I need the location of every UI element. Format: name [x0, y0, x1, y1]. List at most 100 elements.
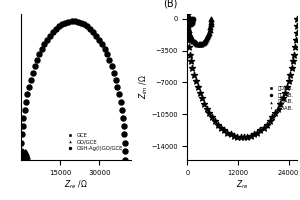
Point [19, 168, 23, 171]
Point [185, 13, 190, 16]
Point [23, 100, 28, 103]
Point [242, 136, 246, 139]
Point [190, 17, 195, 20]
Point [118, 100, 123, 103]
Point [190, 19, 195, 23]
Point [207, 112, 212, 115]
Point [107, 59, 112, 62]
Point [261, 126, 266, 129]
Point [187, 46, 191, 49]
Point [186, 0, 190, 2]
Point [19, 155, 24, 158]
Point [270, 116, 275, 119]
Point [185, 19, 190, 23]
Point [37, 53, 42, 56]
Point [186, 19, 191, 22]
Point [42, 42, 47, 46]
Point [196, 42, 201, 46]
Point [19, 156, 24, 159]
Point [19, 172, 24, 175]
Point [60, 23, 64, 26]
Point [19, 158, 23, 162]
Point [26, 85, 31, 88]
Point [292, 53, 297, 56]
Point [190, 67, 195, 70]
Point [189, 60, 194, 63]
Point [30, 71, 35, 74]
Point [34, 59, 39, 62]
Point [283, 91, 287, 95]
Point [275, 107, 280, 110]
Point [20, 152, 25, 155]
Text: (B): (B) [164, 0, 178, 8]
Point [91, 30, 96, 34]
Point [185, 17, 190, 20]
Point [210, 116, 214, 119]
Point [185, 4, 190, 7]
Point [264, 123, 269, 126]
Point [185, 17, 190, 20]
Point [286, 79, 291, 83]
Point [21, 158, 26, 162]
Point [25, 158, 30, 162]
Point [187, 22, 191, 25]
Point [186, 19, 190, 22]
Point [109, 65, 114, 68]
Point [194, 41, 198, 45]
Point [25, 93, 30, 96]
Point [293, 46, 298, 49]
Point [238, 136, 243, 139]
Point [39, 47, 44, 51]
Point [20, 195, 25, 198]
Point [284, 86, 289, 89]
Legend: 无DAB., 无DAB., 有DAB., 有DAB.: 无DAB., 无DAB., 有DAB., 有DAB. [263, 84, 296, 113]
Point [248, 134, 253, 137]
Point [47, 34, 52, 37]
Point [190, 18, 195, 21]
Point [122, 133, 127, 136]
Point [20, 133, 24, 136]
Legend: GCE, GO/GCE, GSH-Ag(I)GO/GCE: GCE, GO/GCE, GSH-Ag(I)GO/GCE [63, 131, 126, 153]
Point [295, 17, 299, 20]
Point [20, 191, 25, 194]
X-axis label: $Z_{re}$: $Z_{re}$ [236, 178, 249, 191]
Point [212, 120, 217, 123]
Point [192, 73, 197, 76]
Point [185, 18, 190, 22]
Point [190, 20, 194, 24]
Point [21, 116, 26, 119]
Point [258, 129, 263, 132]
Point [186, 20, 190, 24]
Point [121, 124, 126, 128]
Point [121, 116, 125, 119]
Point [273, 112, 278, 115]
Point [28, 78, 33, 81]
Point [25, 155, 29, 158]
Point [294, 39, 298, 42]
Point [19, 158, 23, 162]
Point [245, 135, 250, 138]
Point [56, 25, 61, 28]
Point [19, 177, 24, 180]
Point [186, 39, 191, 42]
Point [205, 36, 210, 39]
Point [66, 20, 71, 23]
Point [189, 36, 194, 39]
Point [21, 156, 26, 159]
Point [189, 21, 194, 24]
Point [21, 199, 26, 200]
Point [288, 73, 293, 76]
Point [186, 19, 191, 22]
Point [185, 17, 190, 20]
Point [24, 152, 28, 155]
Point [105, 53, 110, 56]
Point [19, 163, 23, 166]
Point [208, 23, 213, 26]
Point [207, 28, 212, 32]
Point [291, 60, 296, 63]
Point [198, 42, 203, 46]
Point [69, 19, 74, 23]
Point [202, 40, 206, 44]
Point [187, 31, 192, 34]
Point [228, 133, 233, 136]
